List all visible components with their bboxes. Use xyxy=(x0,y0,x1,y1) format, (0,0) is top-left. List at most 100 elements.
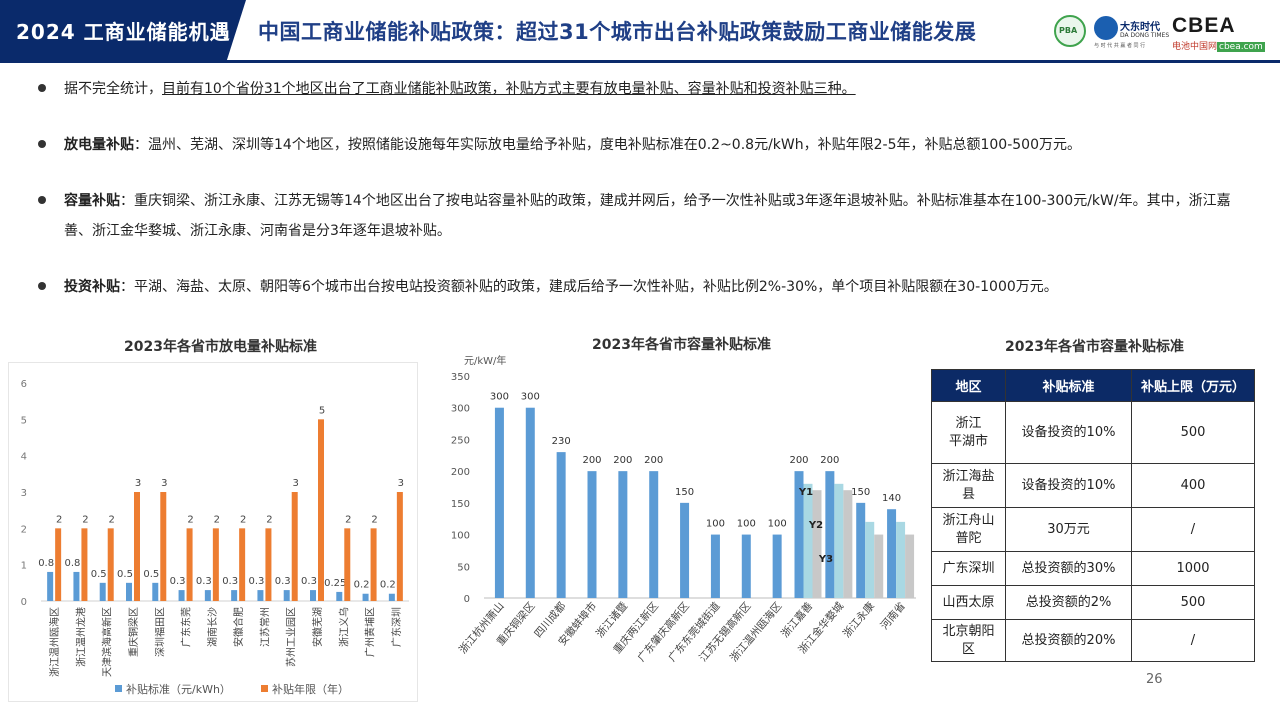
chart2-bar xyxy=(834,483,844,598)
table-cell: 500 xyxy=(1131,401,1255,464)
chart1-data-label: 2 xyxy=(266,514,272,525)
chart1-category-label: 江苏常州 xyxy=(258,607,271,647)
chart1-data-label: 5 xyxy=(319,405,325,416)
subsidy-table: 地区 补贴标准 补贴上限（万元） 浙江 平湖市 设备投资的10% 500 浙江海盐 县… xyxy=(931,369,1255,662)
chart1-bar xyxy=(47,571,54,601)
cbea-logo-cn: 电池中国网 xyxy=(1172,42,1218,52)
chart2-data-label: 230 xyxy=(552,436,571,447)
chart1-legend-swatch xyxy=(261,685,268,692)
chart1-category-label: 重庆铜梁区 xyxy=(127,607,140,657)
table-cell: 设备投资的10% xyxy=(1005,401,1132,464)
chart2-ytick-label: 0 xyxy=(464,594,470,605)
bullet-text: 据不完全统计，目前有10个省份31个地区出台了工商业储能补贴政策，补贴方式主要有… xyxy=(64,74,1244,104)
chart1-ytick-label: 1 xyxy=(21,561,27,572)
chart1-legend-label: 补贴年限（年） xyxy=(272,682,349,696)
chart1-data-label: 0.25 xyxy=(324,578,346,589)
table-cell: 浙江海盐 县 xyxy=(931,463,1006,508)
chart1-category-label: 浙江温州龙港 xyxy=(74,607,87,667)
chart1-bar xyxy=(212,528,219,601)
chart1-bar xyxy=(178,590,185,601)
bullet-body: ：平湖、海盐、太原、朝阳等6个城市出台按电站投资额补贴的政策，建成后给予一次性补… xyxy=(120,279,1058,295)
chart1-data-label: 2 xyxy=(187,514,193,525)
table-row: 广东深圳 总投资额的30% 1000 xyxy=(931,551,1255,586)
chart1-bar xyxy=(362,593,369,601)
chart1-data-label: 0.3 xyxy=(275,576,291,587)
chart1-bar xyxy=(310,590,316,601)
chart2-data-label: 200 xyxy=(644,455,663,466)
chart1-data-label: 0.5 xyxy=(91,569,107,580)
chart1-bar xyxy=(99,582,106,601)
chart2-bar xyxy=(525,407,535,598)
chart1-category-label: 深圳福田区 xyxy=(153,607,166,657)
chart2-bar xyxy=(710,534,720,598)
page-number: 26 xyxy=(1146,672,1163,687)
chart2-bar xyxy=(618,471,628,598)
chart2-bar xyxy=(865,521,875,598)
chart1-bar xyxy=(239,528,246,601)
dadong-mark-icon xyxy=(1094,16,1118,40)
bullet-head: 放电量补贴 xyxy=(64,137,134,153)
cbea-logo-url: cbea.com xyxy=(1217,42,1265,52)
chart1-data-label: 2 xyxy=(371,514,377,525)
bullet-text: 放电量补贴：温州、芜湖、深圳等14个地区，按照储能设施每年实际放电量给予补贴，度… xyxy=(64,130,1244,160)
dadong-logo: 大东时代 DA DONG TIMES 与 时 代 共 赢 者 同 行 xyxy=(1094,14,1169,50)
chart2-bar xyxy=(812,490,822,598)
chart1-bar xyxy=(55,528,62,601)
table-title: 2023年各省市容量补贴标准 xyxy=(1005,339,1184,355)
chart1-bar xyxy=(186,528,193,601)
table-row: 北京朝阳 区总投资额的20% / xyxy=(931,619,1255,662)
bullet-body: ：重庆铜梁、浙江永康、江苏无锡等14个地区出台了按电站容量补贴的政策，建成并网后… xyxy=(64,193,1231,239)
header-rule xyxy=(0,60,1280,63)
chart1-bar xyxy=(73,571,80,601)
bullet-head: 容量补贴 xyxy=(64,193,120,209)
chart1-data-label: 0.5 xyxy=(143,569,159,580)
chart2-ytick-label: 100 xyxy=(451,531,470,542)
chart2-bar xyxy=(680,502,690,598)
chart1-ytick-label: 5 xyxy=(21,415,27,426)
chart1-category-label: 浙江义乌 xyxy=(337,607,350,647)
chart2-title: 2023年各省市容量补贴标准 xyxy=(592,337,771,353)
chart1-data-label: 0.3 xyxy=(196,576,212,587)
chart2-data-label: 100 xyxy=(737,519,756,530)
chart2-y-unit: 元/kW/年 xyxy=(464,354,506,367)
chart2-category-label: 浙江永康 xyxy=(840,599,877,640)
chart2-data-label: 300 xyxy=(490,392,509,403)
table-cell: 总投资额的20% xyxy=(1005,619,1132,662)
chart2-bar xyxy=(794,471,804,598)
section-tag: 2024 工商业储能机遇 xyxy=(0,0,246,62)
section-tag-label: 2024 工商业储能机遇 xyxy=(16,20,231,44)
chart1-data-label: 3 xyxy=(293,478,299,489)
chart2-bar xyxy=(556,452,566,598)
chart1-svg: 0 1 2 3 4 5 6 0.8 2 浙江温州瓯海区 0.8 2 浙江温州龙港 0.5 2 天津滨海高新区 0… xyxy=(21,379,409,696)
chart1-data-label: 0.2 xyxy=(354,580,370,591)
chart1-data-label: 2 xyxy=(82,514,88,525)
table-cell: 30万元 xyxy=(1005,507,1132,552)
chart2-ytick-label: 250 xyxy=(451,435,470,446)
chart2-bar xyxy=(887,509,897,598)
chart1-legend-label: 补贴标准（元/kWh） xyxy=(126,682,231,696)
chart1-bar xyxy=(291,492,298,601)
chart2-data-label: 140 xyxy=(882,493,901,504)
chart1-category-label: 浙江温州瓯海区 xyxy=(48,607,61,677)
chart2-data-label: 150 xyxy=(675,487,694,498)
chart1-bar xyxy=(388,593,395,601)
chart2-bar xyxy=(772,534,782,598)
chart1-data-label: 3 xyxy=(161,478,167,489)
chart2-ytick-label: 150 xyxy=(451,499,470,510)
chart1-bar xyxy=(283,590,290,601)
chart2-data-label: 150 xyxy=(851,487,870,498)
bullet-lead: 据不完全统计， xyxy=(64,81,162,97)
chart1-data-label: 0.8 xyxy=(38,558,54,569)
bullet-dot-icon xyxy=(38,196,46,204)
chart2-bar xyxy=(494,407,504,598)
table-header-cell: 地区 xyxy=(931,369,1006,402)
chart1-data-label: 2 xyxy=(56,514,62,525)
table-cell: 北京朝阳 区 xyxy=(931,619,1006,662)
chart2-series-label: Y3 xyxy=(818,554,833,565)
table-cell: / xyxy=(1131,619,1255,662)
chart1-category-label: 广东深圳 xyxy=(390,607,403,647)
chart1-category-label: 天津滨海高新区 xyxy=(101,607,114,677)
chart2-data-label: 200 xyxy=(613,455,632,466)
chart2-ytick-label: 300 xyxy=(451,404,470,415)
table-cell: 400 xyxy=(1131,463,1255,508)
